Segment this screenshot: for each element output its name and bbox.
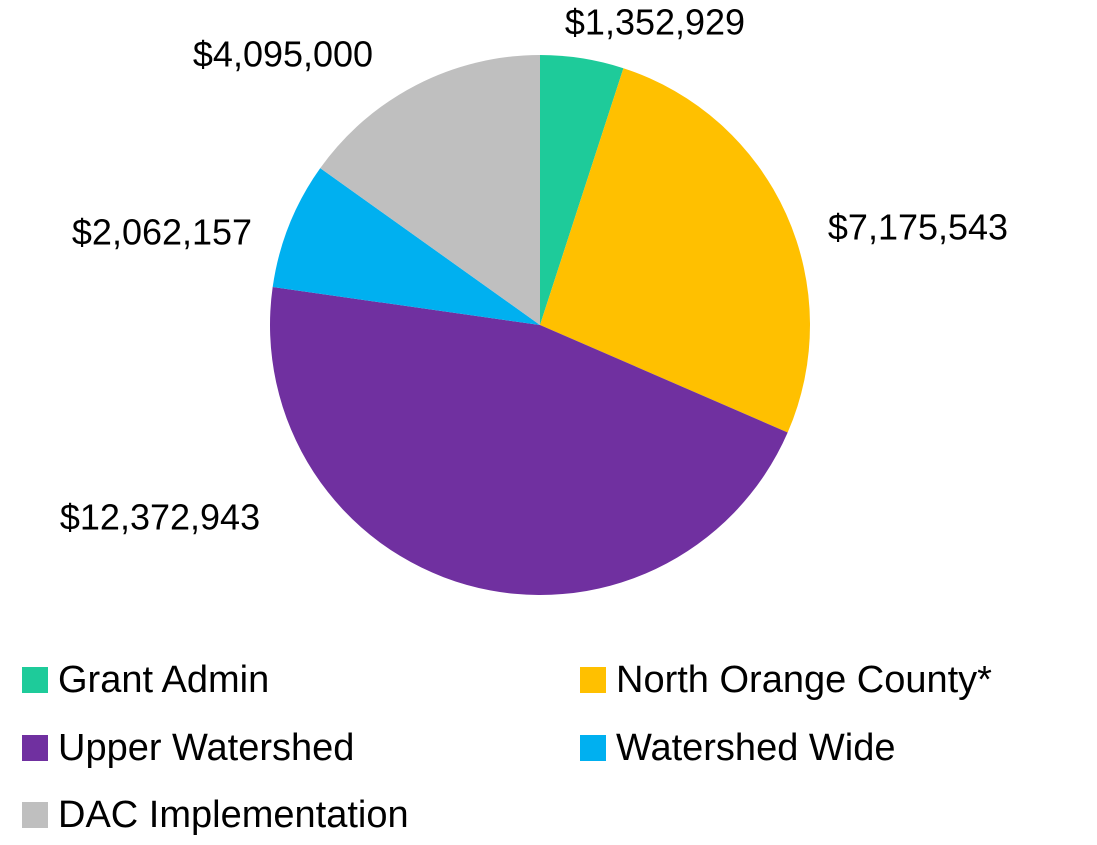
- legend-swatch: [22, 667, 48, 693]
- pie-slice: [270, 287, 788, 595]
- data-label: $7,175,543: [828, 207, 1008, 248]
- legend-label: Upper Watershed: [58, 727, 354, 769]
- data-label: $4,095,000: [193, 34, 373, 75]
- legend-label: North Orange County*: [616, 659, 992, 701]
- legend-label: Grant Admin: [58, 659, 269, 701]
- legend-label: Watershed Wide: [616, 727, 895, 769]
- pie-slice: [540, 55, 624, 325]
- pie-slice: [540, 68, 810, 433]
- legend-swatch: [580, 735, 606, 761]
- pie-slice: [272, 168, 540, 325]
- data-label: $12,372,943: [60, 497, 260, 538]
- data-label: $2,062,157: [72, 212, 252, 253]
- legend-label: DAC Implementation: [58, 794, 409, 836]
- pie-slice: [320, 55, 540, 325]
- legend-swatch: [22, 735, 48, 761]
- legend-swatch: [580, 667, 606, 693]
- legend-swatch: [22, 802, 48, 828]
- data-label: $1,352,929: [565, 2, 745, 43]
